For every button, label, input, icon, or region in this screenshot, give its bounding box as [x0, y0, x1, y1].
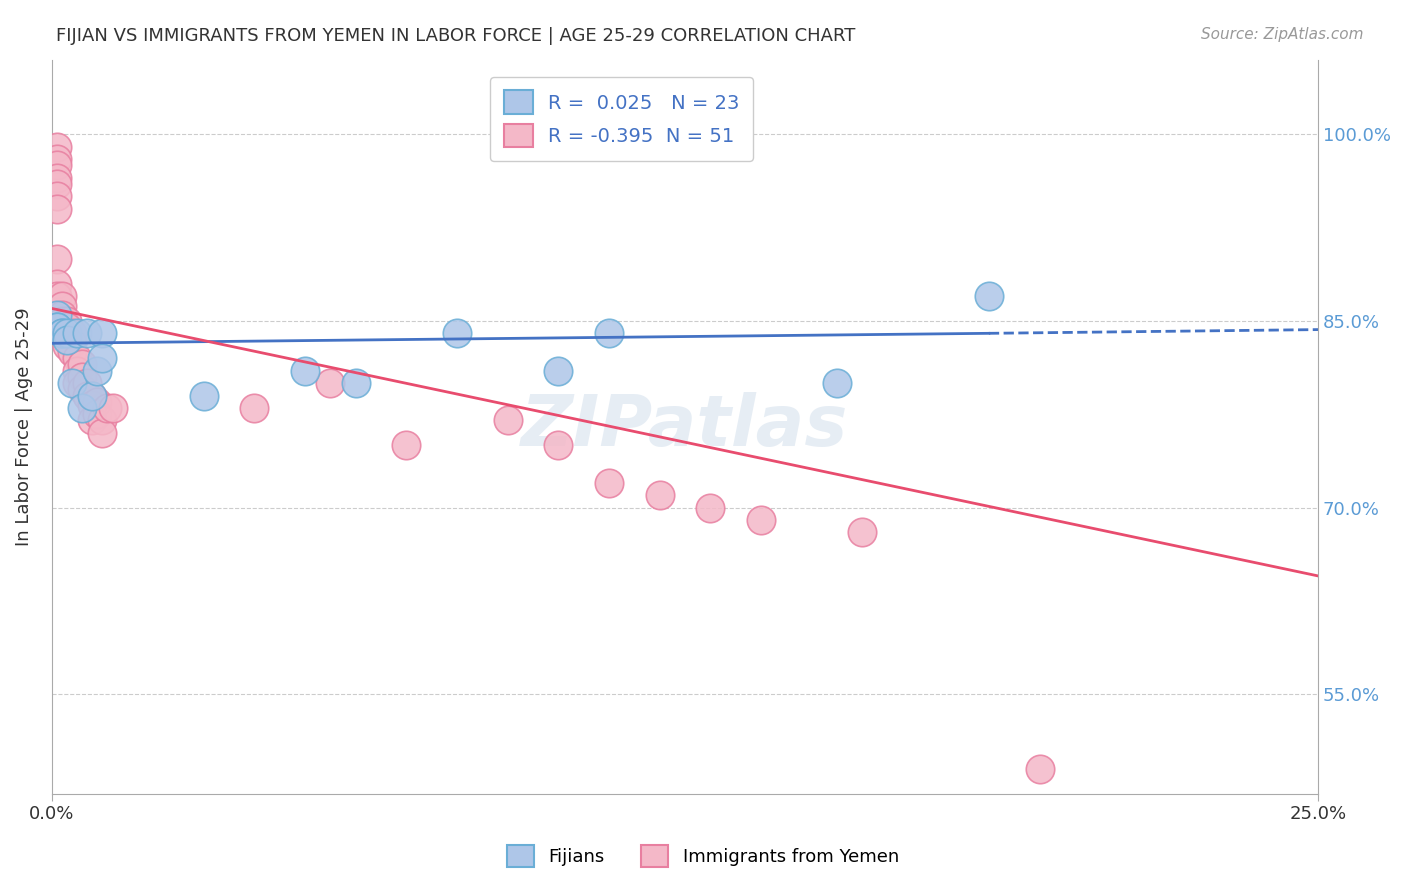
Point: [977, 289, 1000, 303]
Point: [91, 326, 114, 341]
Point: [825, 376, 848, 390]
Point: [70, 358, 93, 372]
Point: [76, 326, 98, 341]
Point: [51, 299, 73, 313]
Point: [66, 376, 89, 390]
Point: [101, 401, 124, 415]
Point: [66, 364, 89, 378]
Point: [82, 399, 104, 413]
Point: [66, 351, 89, 366]
Point: [45, 202, 67, 216]
Point: [446, 326, 468, 341]
Text: ZIPatlas: ZIPatlas: [522, 392, 849, 461]
Point: [96, 401, 118, 415]
Point: [45, 158, 67, 172]
Point: [51, 326, 73, 341]
Point: [45, 289, 67, 303]
Point: [60, 376, 83, 390]
Point: [1028, 762, 1050, 776]
Point: [91, 413, 114, 427]
Point: [45, 152, 67, 166]
Point: [86, 394, 108, 409]
Point: [547, 364, 569, 378]
Point: [45, 252, 67, 266]
Point: [749, 513, 772, 527]
Point: [598, 475, 620, 490]
Point: [319, 376, 342, 390]
Point: [51, 314, 73, 328]
Point: [60, 345, 83, 359]
Point: [51, 326, 73, 341]
Point: [598, 326, 620, 341]
Point: [86, 364, 108, 378]
Y-axis label: In Labor Force | Age 25-29: In Labor Force | Age 25-29: [15, 308, 32, 546]
Point: [56, 326, 79, 341]
Point: [344, 376, 367, 390]
Point: [45, 308, 67, 322]
Point: [243, 401, 266, 415]
Point: [70, 369, 93, 384]
Point: [86, 407, 108, 421]
Point: [45, 320, 67, 334]
Text: Source: ZipAtlas.com: Source: ZipAtlas.com: [1201, 27, 1364, 42]
Point: [70, 401, 93, 415]
Point: [51, 308, 73, 322]
Point: [56, 314, 79, 328]
Text: FIJIAN VS IMMIGRANTS FROM YEMEN IN LABOR FORCE | AGE 25-29 CORRELATION CHART: FIJIAN VS IMMIGRANTS FROM YEMEN IN LABOR…: [56, 27, 856, 45]
Point: [56, 339, 79, 353]
Point: [648, 488, 671, 502]
Point: [82, 388, 104, 402]
Point: [851, 525, 873, 540]
Point: [91, 425, 114, 440]
Point: [56, 333, 79, 347]
Point: [91, 351, 114, 366]
Point: [395, 438, 418, 452]
Point: [56, 333, 79, 347]
Legend: Fijians, Immigrants from Yemen: Fijians, Immigrants from Yemen: [501, 838, 905, 874]
Point: [82, 388, 104, 402]
Point: [45, 277, 67, 291]
Legend: R =  0.025   N = 23, R = -0.395  N = 51: R = 0.025 N = 23, R = -0.395 N = 51: [489, 77, 754, 161]
Point: [45, 320, 67, 334]
Point: [193, 388, 215, 402]
Point: [45, 189, 67, 203]
Point: [45, 139, 67, 153]
Point: [496, 413, 519, 427]
Point: [45, 170, 67, 185]
Point: [56, 326, 79, 341]
Point: [76, 388, 98, 402]
Point: [60, 326, 83, 341]
Point: [76, 376, 98, 390]
Point: [45, 177, 67, 191]
Point: [294, 364, 316, 378]
Point: [699, 500, 721, 515]
Point: [70, 382, 93, 396]
Point: [82, 413, 104, 427]
Point: [51, 320, 73, 334]
Point: [66, 326, 89, 341]
Point: [60, 336, 83, 351]
Point: [56, 320, 79, 334]
Point: [51, 289, 73, 303]
Point: [547, 438, 569, 452]
